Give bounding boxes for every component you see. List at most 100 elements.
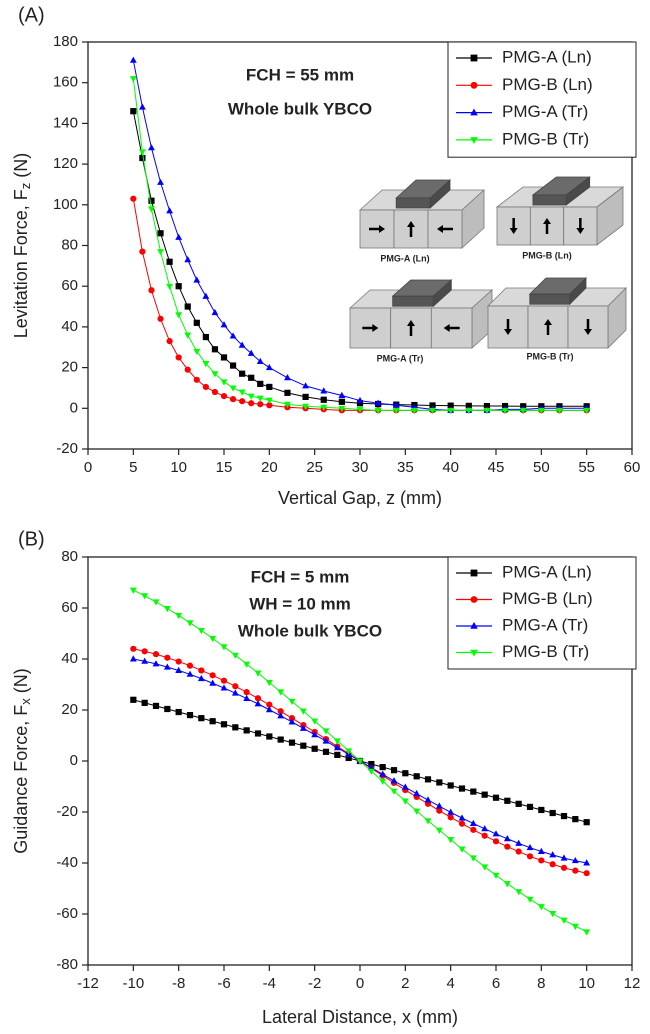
- marker: [184, 256, 192, 263]
- marker: [374, 407, 382, 415]
- y-tick-label: -20: [56, 440, 78, 457]
- marker: [538, 857, 545, 864]
- marker: [157, 249, 164, 256]
- marker: [277, 708, 284, 715]
- marker: [356, 406, 364, 414]
- marker: [157, 178, 164, 185]
- marker: [413, 808, 421, 815]
- marker: [458, 785, 466, 792]
- marker: [481, 864, 489, 871]
- magnet-arrow-head: [544, 319, 552, 325]
- marker: [175, 283, 182, 290]
- bulk-front: [529, 293, 571, 305]
- legend-label: PMG-A (Ln): [502, 47, 592, 66]
- marker: [138, 103, 146, 110]
- marker: [239, 370, 246, 377]
- marker: [193, 319, 200, 326]
- x-tick-label: 2: [401, 975, 409, 992]
- y-axis-label-subscript: x: [18, 698, 33, 705]
- annotation: Whole bulk YBCO: [238, 621, 382, 640]
- y-tick-label: -20: [56, 803, 78, 820]
- marker: [166, 258, 173, 265]
- marker: [492, 872, 500, 879]
- marker: [470, 54, 478, 62]
- marker: [503, 881, 511, 888]
- marker: [302, 393, 309, 401]
- x-tick-label: 20: [261, 459, 278, 476]
- marker: [231, 652, 239, 659]
- marker: [129, 655, 137, 662]
- magnet-arrow-head: [584, 329, 592, 335]
- marker: [322, 728, 330, 735]
- x-tick-label: 0: [356, 975, 364, 992]
- marker: [549, 861, 556, 868]
- marker: [311, 718, 319, 725]
- marker: [429, 407, 436, 415]
- marker: [141, 699, 148, 706]
- y-tick-label: 0: [70, 752, 78, 769]
- marker: [447, 814, 454, 821]
- bulk-side: [565, 176, 591, 206]
- marker: [138, 149, 146, 156]
- marker: [193, 276, 201, 283]
- marker: [130, 696, 137, 703]
- legend-label: PMG-B (Tr): [502, 642, 589, 661]
- marker: [220, 684, 228, 691]
- x-tick-label: 10: [170, 459, 187, 476]
- marker: [175, 658, 182, 665]
- marker: [469, 855, 477, 862]
- x-tick-label: -6: [217, 975, 230, 992]
- marker: [243, 727, 250, 734]
- y-tick-label: 20: [61, 701, 78, 718]
- x-axis-label: Vertical Gap, z (mm): [278, 488, 442, 508]
- marker: [277, 689, 285, 696]
- y-tick-label: -60: [56, 905, 78, 922]
- marker: [560, 864, 568, 871]
- marker: [256, 357, 264, 364]
- magnet-arrow-head: [437, 225, 443, 233]
- marker: [311, 745, 318, 752]
- marker: [392, 407, 400, 415]
- marker: [141, 593, 149, 600]
- marker: [152, 599, 160, 606]
- marker: [483, 407, 491, 415]
- marker: [299, 724, 307, 731]
- marker: [193, 376, 200, 383]
- marker: [157, 230, 164, 237]
- marker: [356, 396, 364, 404]
- y-axis-label-suffix: (N): [11, 153, 31, 183]
- marker: [481, 832, 488, 839]
- marker: [435, 802, 443, 809]
- marker: [435, 827, 443, 834]
- marker: [537, 407, 545, 415]
- marker: [549, 809, 556, 817]
- marker: [526, 843, 534, 851]
- x-tick-label: 35: [397, 459, 414, 476]
- marker: [367, 768, 375, 775]
- marker: [243, 661, 251, 668]
- marker: [481, 825, 489, 832]
- bulk-front: [392, 295, 434, 307]
- marker: [374, 399, 382, 406]
- x-tick-label: 60: [624, 459, 641, 476]
- x-tick-label: 12: [624, 975, 641, 992]
- marker: [129, 587, 137, 594]
- y-axis-label-text: Levitation Force, F: [11, 189, 31, 338]
- marker: [537, 847, 545, 855]
- marker: [130, 645, 137, 652]
- marker: [322, 737, 330, 744]
- x-tick-label: -10: [122, 975, 144, 992]
- inset-label: PMG-A (Ln): [380, 253, 429, 263]
- marker: [238, 341, 246, 348]
- marker: [139, 248, 146, 255]
- marker: [209, 672, 216, 679]
- marker: [229, 332, 237, 339]
- marker: [458, 820, 466, 827]
- marker: [322, 748, 330, 755]
- marker: [257, 380, 264, 387]
- x-tick-label: 25: [306, 459, 323, 476]
- marker: [429, 402, 436, 409]
- marker: [515, 889, 523, 896]
- marker: [447, 837, 455, 844]
